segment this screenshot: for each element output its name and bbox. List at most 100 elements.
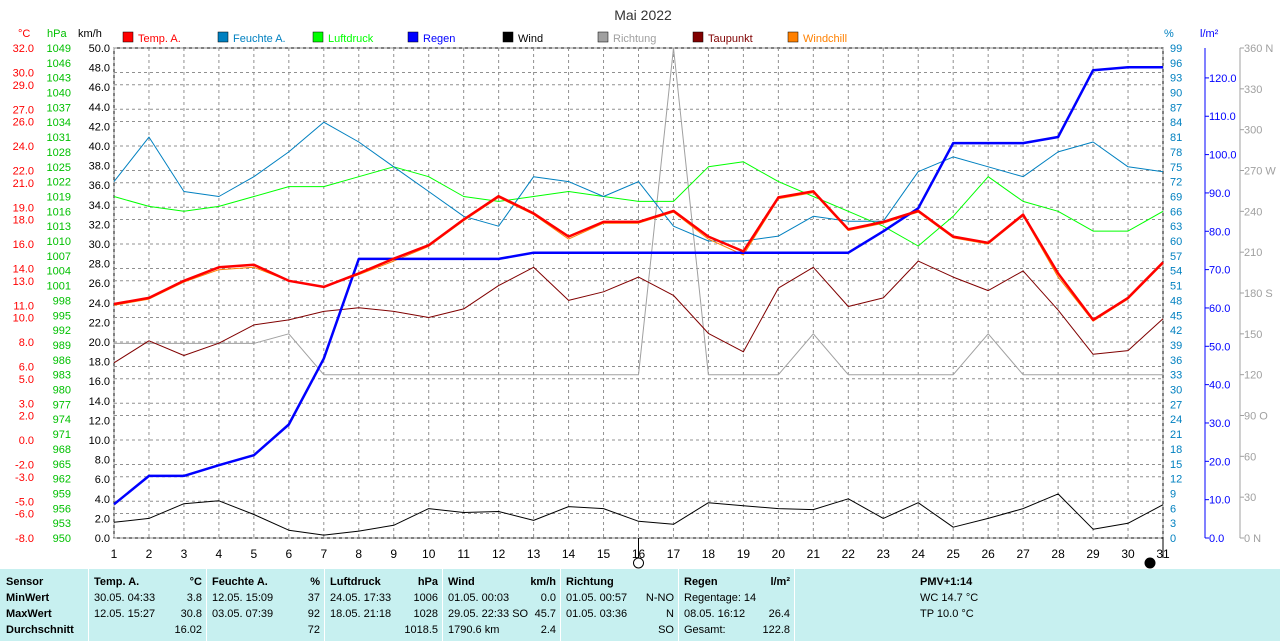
hum-tick-label: 30 (1170, 385, 1182, 397)
rain-tick-label: 10.0 (1209, 495, 1230, 507)
unit-wind: km/h (78, 28, 102, 40)
temp-tick-label: 27.0 (13, 104, 34, 116)
temp-tick-label: 8.0 (19, 337, 34, 349)
hum-tick-label: 6 (1170, 503, 1176, 515)
press-tick-label: 1028 (47, 147, 71, 159)
temp-tick-label: 19.0 (13, 202, 34, 214)
stats-unit-hum: % (310, 576, 320, 588)
x-tick-label: 29 (1086, 547, 1100, 561)
wind-tick-label: 16.0 (89, 376, 110, 388)
wind-tick-label: 24.0 (89, 298, 110, 310)
press-avg-value: 1018.5 (404, 624, 438, 636)
hum-tick-label: 48 (1170, 295, 1182, 307)
press-tick-label: 1043 (47, 73, 71, 85)
press-tick-label: 1019 (47, 191, 71, 203)
pmv-dewpoint: TP 10.0 °C (920, 608, 974, 620)
stats-col-pmv: PMV+1:14 WC 14.7 °C TP 10.0 °C (920, 569, 1060, 641)
wind-tick-label: 8.0 (95, 455, 110, 467)
x-tick-label: 9 (390, 547, 397, 561)
temp-tick-label: 30.0 (13, 68, 34, 80)
wind-tick-label: 2.0 (95, 513, 110, 525)
x-tick-label: 18 (702, 547, 716, 561)
weather-chart: 32.030.029.027.026.024.022.021.019.018.0… (13, 7, 1276, 569)
wind-tick-label: 0.0 (95, 533, 110, 545)
press-tick-label: 974 (53, 414, 71, 426)
legend-label: Richtung (613, 33, 656, 45)
temp-max-time: 12.05. 15:27 (94, 608, 156, 620)
hum-tick-label: 15 (1170, 459, 1182, 471)
row-label-min: MinWert (6, 592, 50, 604)
hum-tick-label: 12 (1170, 474, 1182, 486)
stats-unit-press: hPa (417, 576, 438, 588)
hum-tick-label: 3 (1170, 518, 1176, 530)
temp-max-value: 30.8 (180, 608, 202, 620)
stats-col-rain: Regen l/m² Regentage: 14 08.05. 16:12 26.4… (684, 569, 794, 641)
series-line-temp-a (113, 190, 1164, 322)
x-tick-label: 23 (877, 547, 891, 561)
wind-tick-label: 18.0 (89, 357, 110, 369)
temp-tick-label: 26.0 (13, 117, 34, 129)
hum-tick-label: 72 (1170, 177, 1182, 189)
stats-col-wind: Wind km/h 01.05. 00:03 0.0 29.05. 22:33 SO… (448, 569, 560, 641)
x-tick-label: 24 (912, 547, 926, 561)
x-tick-label: 7 (320, 547, 327, 561)
legend-label: Luftdruck (328, 33, 374, 45)
press-tick-label: 986 (53, 355, 71, 367)
dir-tick-label: 330 (1244, 84, 1262, 96)
rain-tick-label: 80.0 (1209, 226, 1230, 238)
temp-tick-label: 32.0 (13, 43, 34, 55)
legend-swatch (407, 31, 419, 43)
press-tick-label: 1022 (47, 177, 71, 189)
stats-col-sensor: Sensor MinWert MaxWert Durchschnitt (6, 569, 86, 641)
stats-panel: Sensor MinWert MaxWert Durchschnitt Temp… (0, 569, 1280, 641)
press-tick-label: 1001 (47, 281, 71, 293)
temp-tick-label: 11.0 (13, 300, 34, 312)
hum-tick-label: 90 (1170, 88, 1182, 100)
press-tick-label: 998 (53, 295, 71, 307)
dir-tick-label: 360 N (1244, 43, 1273, 55)
x-tick-label: 3 (181, 547, 188, 561)
wind-max-time: 29.05. 22:33 SO (448, 608, 529, 620)
press-tick-label: 1013 (47, 221, 71, 233)
x-tick-label: 17 (667, 547, 681, 561)
press-tick-label: 965 (53, 459, 71, 471)
legend-swatch (122, 31, 134, 43)
wind-tick-label: 36.0 (89, 180, 110, 192)
legend-label: Windchill (803, 33, 847, 45)
press-tick-label: 989 (53, 340, 71, 352)
press-max-time: 18.05. 21:18 (330, 608, 392, 620)
hum-max-time: 03.05. 07:39 (212, 608, 274, 620)
x-tick-label: 30 (1121, 547, 1135, 561)
press-tick-label: 992 (53, 325, 71, 337)
press-max-value: 1028 (413, 608, 438, 620)
press-tick-label: 1046 (47, 58, 71, 70)
series-line-wind (113, 493, 1164, 536)
wind-tick-label: 34.0 (89, 200, 110, 212)
rain-tick-label: 0.0 (1209, 533, 1224, 545)
hum-tick-label: 57 (1170, 251, 1182, 263)
wind-min-time: 01.05. 00:03 (448, 592, 510, 604)
temp-tick-label: 2.0 (19, 411, 34, 423)
stats-unit-wind: km/h (530, 576, 556, 588)
stats-col-dir: Richtung 01.05. 00:57 N-NO 01.05. 03:36 N … (566, 569, 678, 641)
dir-tick-label: 210 (1244, 247, 1262, 259)
wind-tick-label: 44.0 (89, 102, 110, 114)
press-tick-label: 1025 (47, 162, 71, 174)
rain-tick-label: 50.0 (1209, 341, 1230, 353)
temp-tick-label: 5.0 (19, 374, 34, 386)
wind-tick-label: 46.0 (89, 82, 110, 94)
stats-header-press: Luftdruck (330, 576, 381, 588)
dir-avg-value: SO (658, 624, 674, 636)
hum-tick-label: 81 (1170, 132, 1182, 144)
x-tick-label: 4 (216, 547, 223, 561)
temp-tick-label: 29.0 (13, 80, 34, 92)
press-tick-label: 1004 (47, 266, 71, 278)
rain-tick-label: 110.0 (1209, 111, 1236, 123)
dir-max-time: 01.05. 03:36 (566, 608, 628, 620)
hum-tick-label: 93 (1170, 73, 1182, 85)
hum-tick-label: 84 (1170, 117, 1182, 129)
press-tick-label: 1010 (47, 236, 71, 248)
press-tick-label: 1034 (47, 117, 71, 129)
press-min-time: 24.05. 17:33 (330, 592, 392, 604)
x-tick-label: 8 (355, 547, 362, 561)
